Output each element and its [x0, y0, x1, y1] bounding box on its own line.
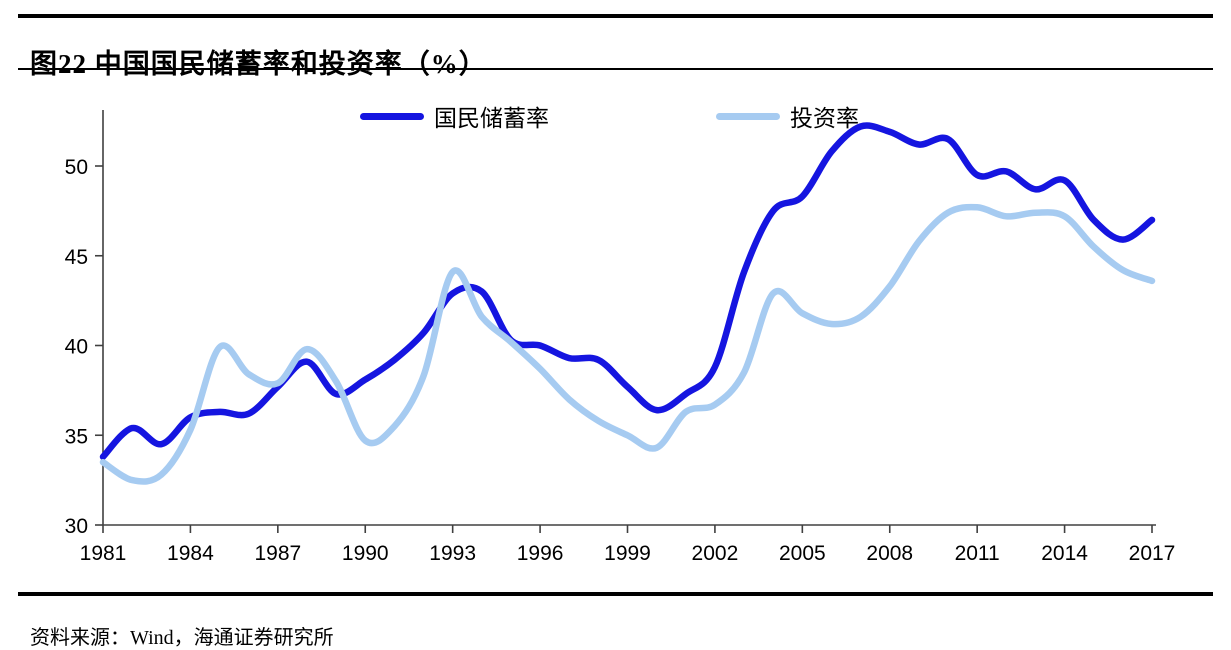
legend-label-investment: 投资率: [790, 106, 859, 131]
y-tick-label: 35: [65, 425, 88, 448]
x-tick-label: 2014: [1041, 542, 1088, 565]
legend-label-savings: 国民储蓄率: [434, 106, 549, 131]
bottom-rule: [18, 592, 1213, 596]
x-tick-label: 2017: [1129, 542, 1176, 565]
legend-item-investment: 投资率: [716, 99, 859, 133]
x-tick-label: 1999: [604, 542, 651, 565]
source-note: 资料来源：Wind，海通证券研究所: [30, 627, 334, 649]
investment-line-swatch-icon: [716, 112, 780, 120]
x-tick-label: 1996: [517, 542, 564, 565]
x-tick-label: 2002: [692, 542, 739, 565]
y-tick-label: 30: [65, 515, 88, 538]
x-tick-label: 1993: [429, 542, 476, 565]
x-tick-label: 2011: [955, 542, 1000, 565]
y-tick-label: 40: [65, 336, 88, 359]
x-tick-label: 1990: [342, 542, 389, 565]
chart-title: 图22 中国国民储蓄率和投资率（%）: [30, 49, 487, 80]
x-tick-label: 2008: [866, 542, 913, 565]
y-tick-label: 50: [65, 156, 88, 179]
legend-item-savings: 国民储蓄率: [360, 99, 549, 133]
investment-rate-line: [99, 203, 1156, 485]
x-tick-label: 2005: [779, 542, 826, 565]
title-underline-rule: [18, 68, 1213, 70]
x-tick-label: 1987: [254, 542, 301, 565]
x-tick-label: 1981: [80, 542, 127, 565]
x-tick-label: 1984: [167, 542, 214, 565]
savings-rate-line: [99, 122, 1156, 461]
top-rule: [18, 14, 1213, 18]
y-tick-label: 45: [65, 246, 88, 269]
savings-line-swatch-icon: [360, 112, 424, 120]
